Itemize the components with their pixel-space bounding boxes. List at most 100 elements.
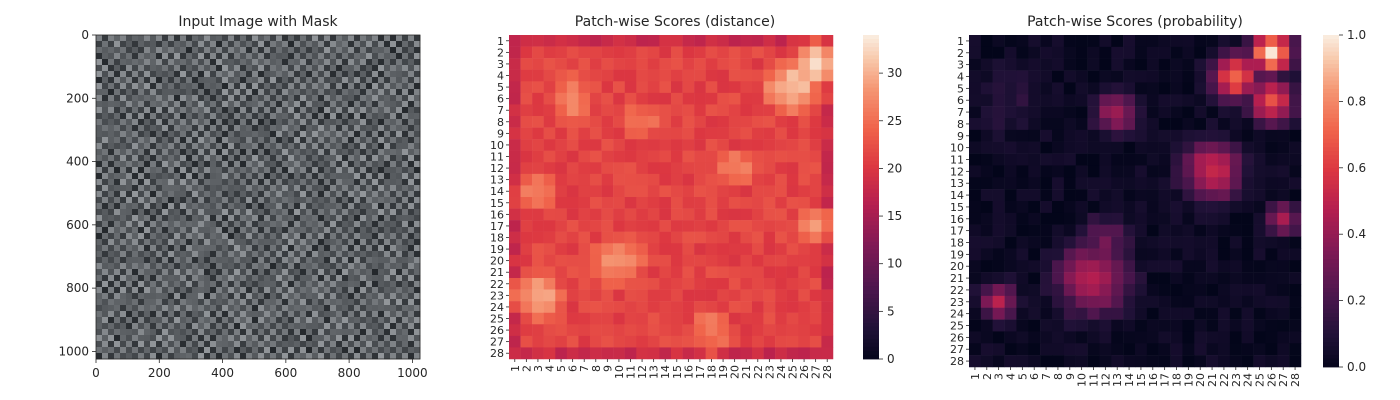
texture-cell [414,173,421,180]
heatmap-cell [1123,201,1136,214]
texture-cell [348,155,355,162]
texture-cell [258,227,265,234]
heatmap-cell [728,46,741,59]
texture-cell [300,257,307,264]
heatmap-cell [752,243,764,256]
heatmap-cell [992,201,1005,214]
heatmap-cell [659,243,672,256]
heatmap-cell [1229,106,1242,119]
texture-cell [414,59,421,66]
texture-cell [144,245,151,252]
texture-cell [234,287,241,294]
texture-cell [396,137,403,144]
heatmap-cell [1028,331,1041,344]
colorbar-segment [863,156,879,161]
heatmap-cell [601,69,614,82]
heatmap-cell [1111,343,1124,356]
texture-cell [168,227,175,234]
texture-cell [162,71,169,78]
heatmap-cell [543,243,556,256]
heatmap-cell [1218,224,1231,237]
texture-cell [108,197,115,204]
texture-cell [342,275,349,282]
texture-cell [276,239,283,246]
colorbar-segment [1323,72,1339,77]
colorbar-segment [863,221,879,226]
texture-cell [216,83,223,90]
heatmap-cell [1182,165,1195,178]
texture-cell [294,143,301,150]
texture-cell [300,113,307,120]
heatmap-cell [1277,295,1290,308]
texture-cell [342,89,349,96]
heatmap-cell [1087,165,1100,178]
texture-cell [378,143,385,150]
heatmap-cell [509,58,521,70]
texture-cell [354,53,361,60]
texture-cell [126,335,133,342]
texture-cell [264,221,271,228]
heatmap-cell [1289,153,1302,166]
heatmap-cell [659,335,672,348]
texture-cell [396,209,403,216]
heatmap-cell [705,69,718,82]
heatmap-cell [992,343,1005,356]
texture-cell [378,245,385,252]
texture-cell [246,107,253,114]
texture-cell [150,89,157,96]
heatmap-cell [1265,355,1278,368]
texture-cell [402,179,409,186]
texture-cell [162,41,169,48]
texture-cell [270,77,277,84]
heatmap-x-tick-label: 21 [740,365,753,379]
texture-cell [138,311,145,318]
heatmap-cell [1206,177,1219,190]
texture-cell [186,191,193,198]
heatmap-cell [1135,35,1148,48]
texture-cell [234,125,241,132]
texture-cell [138,335,145,342]
colorbar-segment [863,213,879,218]
heatmap-cell [1075,153,1088,166]
heatmap-cell [532,208,544,221]
texture-cell [318,113,325,120]
texture-cell [294,101,301,108]
heatmap-cell [786,312,799,325]
heatmap-cell [809,208,822,221]
texture-cell [366,71,373,78]
heatmap-cell [1289,177,1302,190]
texture-cell [276,323,283,330]
heatmap-cell [520,185,533,198]
texture-cell [174,227,181,234]
heatmap-cell [682,197,695,209]
texture-cell [312,353,319,360]
texture-cell [234,53,241,60]
heatmap-x-tick-label: 25 [1254,373,1267,387]
texture-cell [300,53,307,60]
texture-cell [114,191,121,198]
texture-cell [270,41,277,48]
texture-cell [372,317,379,324]
texture-cell [396,143,403,150]
texture-cell [168,185,175,192]
texture-cell [186,311,193,318]
heatmap-cell [1170,118,1183,131]
heatmap-cell [601,335,614,348]
heatmap-y-tick-label: 16 [950,213,964,226]
texture-cell [384,227,391,234]
heatmap-y-tick-label: 18 [490,232,504,245]
heatmap-cell [543,185,556,198]
texture-cell [192,203,199,210]
heatmap-y-tick-label: 5 [497,81,504,94]
texture-cell [240,149,247,156]
texture-cell [162,323,169,330]
texture-cell [108,83,115,90]
texture-cell [102,167,109,174]
heatmap-cell [1099,46,1112,59]
texture-cell [162,155,169,162]
heatmap-x-tick-label: 7 [578,365,591,372]
heatmap-cell [1052,319,1065,332]
heatmap-cell [821,127,834,140]
texture-cell [126,173,133,180]
heatmap-cell [1099,70,1112,83]
